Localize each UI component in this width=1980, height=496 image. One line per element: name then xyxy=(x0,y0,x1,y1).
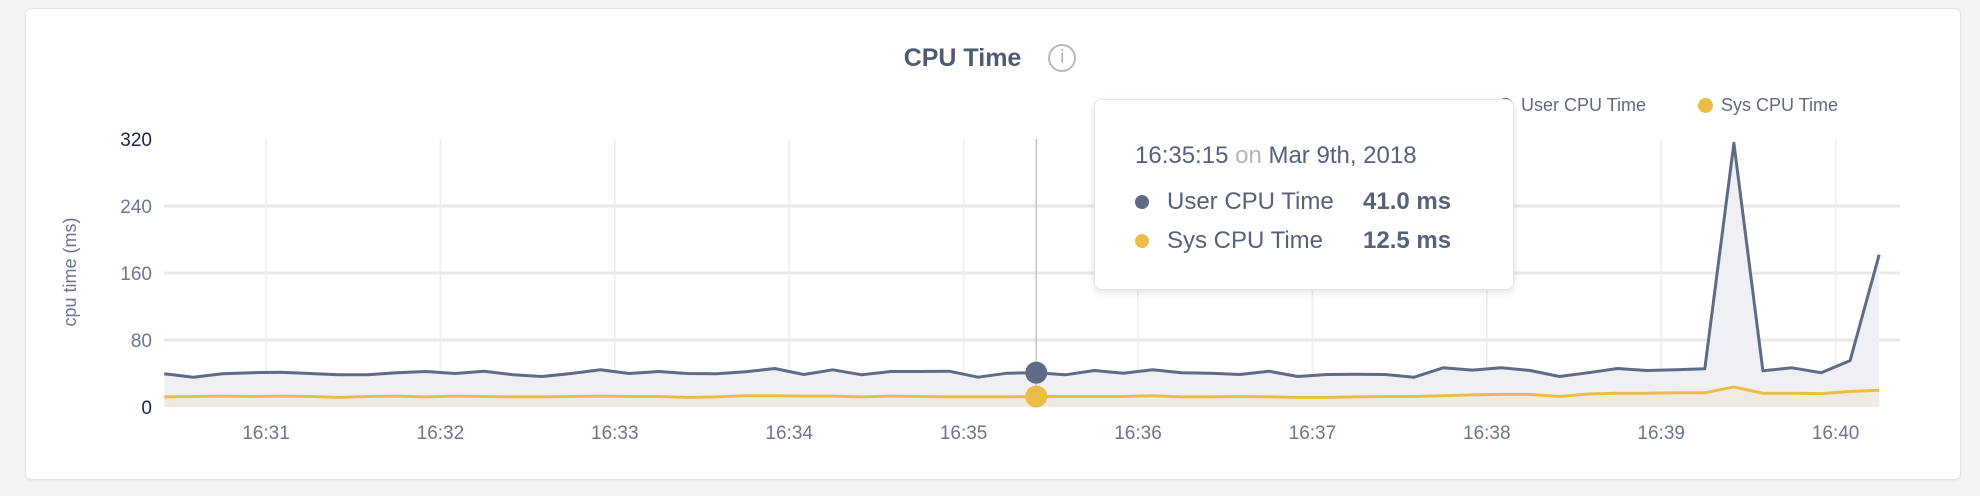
tooltip-user-label: User CPU Time xyxy=(1167,188,1334,215)
tooltip-user-dot-icon xyxy=(1135,195,1149,209)
tooltip-date: Mar 9th, 2018 xyxy=(1268,142,1417,169)
x-tick-label: 16:36 xyxy=(1114,423,1162,444)
tooltip-sys-value: 12.5 ms xyxy=(1363,227,1452,254)
x-tick-label: 16:35 xyxy=(940,423,988,444)
legend-sys-label: Sys CPU Time xyxy=(1721,95,1839,115)
y-tick-label: 80 xyxy=(131,331,152,352)
tooltip-time: 16:35:15 xyxy=(1135,142,1229,169)
y-axis-label: cpu time (ms) xyxy=(60,217,80,326)
x-tick-label: 16:39 xyxy=(1637,423,1685,444)
x-tick-label: 16:34 xyxy=(765,423,813,444)
tooltip-sys-dot-icon xyxy=(1135,234,1149,248)
x-tick-label: 16:31 xyxy=(242,423,290,444)
y-tick-label: 240 xyxy=(120,197,152,218)
tooltip-timestamp: 16:35:15 on Mar 9th, 2018 xyxy=(1135,142,1417,170)
tooltip-row-user: User CPU Time 41.0 ms xyxy=(1135,188,1451,216)
legend-item-user[interactable]: User CPU Time xyxy=(1498,95,1646,116)
data-points xyxy=(164,143,1880,398)
x-tick-label: 16:32 xyxy=(417,423,465,444)
user-cpu-line xyxy=(164,141,1881,379)
y-tick-label: 0 xyxy=(141,398,152,419)
tooltip-on: on xyxy=(1235,142,1262,169)
x-tick-label: 16:40 xyxy=(1812,423,1860,444)
legend-item-sys[interactable]: Sys CPU Time xyxy=(1698,95,1838,116)
x-tick-label: 16:33 xyxy=(591,423,639,444)
legend-user-label: User CPU Time xyxy=(1521,95,1647,115)
chart-title-text: CPU Time xyxy=(903,43,1022,72)
y-tick-label: 320 xyxy=(120,130,152,151)
hover-tooltip: 16:35:15 on Mar 9th, 2018 User CPU Time … xyxy=(1094,99,1514,290)
hover-marker-sys xyxy=(1025,385,1048,408)
info-circle-icon[interactable]: i xyxy=(1048,44,1077,73)
tooltip-user-value: 41.0 ms xyxy=(1363,188,1452,215)
tooltip-sys-label: Sys CPU Time xyxy=(1167,227,1324,254)
hover-marker-user xyxy=(1025,361,1048,384)
y-tick-label: 160 xyxy=(120,264,152,285)
tooltip-row-sys: Sys CPU Time 12.5 ms xyxy=(1135,227,1451,255)
x-tick-label: 16:37 xyxy=(1289,423,1337,444)
sys-cpu-line xyxy=(164,385,1880,399)
user-cpu-area xyxy=(164,143,1880,407)
chart-title: CPU Time i xyxy=(0,43,1980,73)
x-tick-label: 16:38 xyxy=(1463,423,1511,444)
legend-sys-dot-icon xyxy=(1698,98,1713,113)
